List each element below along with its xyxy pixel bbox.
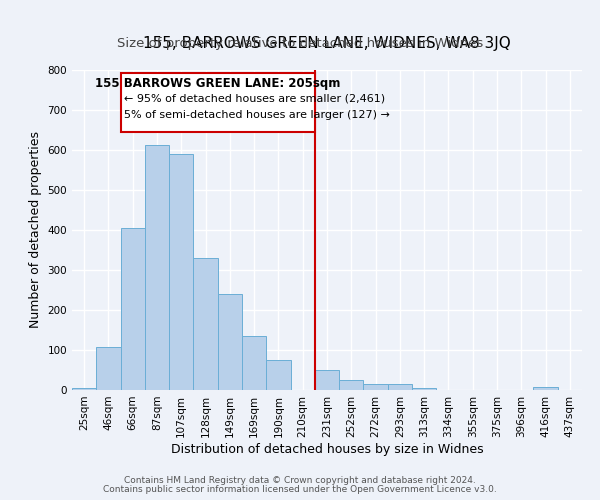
X-axis label: Distribution of detached houses by size in Widnes: Distribution of detached houses by size …: [170, 442, 484, 456]
Bar: [169, 154, 193, 390]
Bar: [315, 370, 339, 390]
Title: 155, BARROWS GREEN LANE, WIDNES, WA8 3JQ: 155, BARROWS GREEN LANE, WIDNES, WA8 3JQ: [143, 36, 511, 51]
Text: 155 BARROWS GREEN LANE: 205sqm: 155 BARROWS GREEN LANE: 205sqm: [95, 77, 340, 90]
Bar: [412, 388, 436, 390]
Bar: [242, 336, 266, 390]
Text: ← 95% of detached houses are smaller (2,461): ← 95% of detached houses are smaller (2,…: [124, 94, 385, 104]
FancyBboxPatch shape: [121, 73, 315, 132]
Bar: [72, 388, 96, 390]
Bar: [96, 347, 121, 390]
Text: Contains public sector information licensed under the Open Government Licence v3: Contains public sector information licen…: [103, 485, 497, 494]
Bar: [388, 384, 412, 390]
Bar: [266, 360, 290, 390]
Bar: [364, 384, 388, 390]
Bar: [533, 387, 558, 390]
Text: Contains HM Land Registry data © Crown copyright and database right 2024.: Contains HM Land Registry data © Crown c…: [124, 476, 476, 485]
Bar: [339, 380, 364, 390]
Bar: [193, 258, 218, 390]
Bar: [218, 294, 242, 390]
Text: Size of property relative to detached houses in Widnes: Size of property relative to detached ho…: [117, 38, 483, 51]
Bar: [145, 145, 169, 390]
Text: 5% of semi-detached houses are larger (127) →: 5% of semi-detached houses are larger (1…: [124, 110, 390, 120]
Y-axis label: Number of detached properties: Number of detached properties: [29, 132, 42, 328]
Bar: [121, 228, 145, 390]
